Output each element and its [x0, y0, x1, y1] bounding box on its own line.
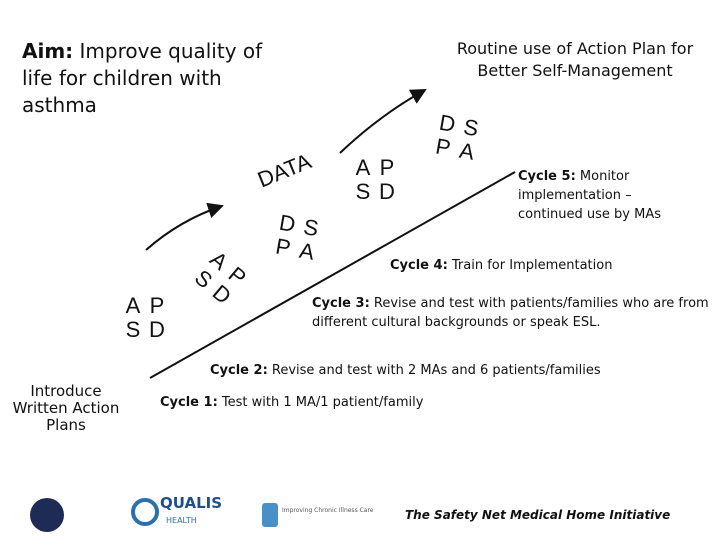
cycle: Cycle 4: Train for Implementation [390, 256, 612, 275]
logo-text: Improving Chronic Illness Care [282, 507, 374, 514]
logo [30, 498, 64, 532]
logo-text: HEALTH [166, 516, 197, 525]
logo [262, 503, 278, 527]
pdsa-letter: S [126, 317, 141, 342]
cycle-text: Test with 1 MA/1 patient/family [221, 395, 424, 410]
cycle-label: Cycle 2: [210, 363, 268, 378]
pdsa-letter: S [356, 179, 371, 204]
pdsa-letter: P [434, 133, 453, 160]
cycle: Cycle 1: Test with 1 MA/1 patient/family [160, 393, 423, 412]
logo [131, 498, 159, 526]
pdsa-letter: D [277, 210, 297, 237]
goal: Routine use of Action Plan for Better Se… [456, 39, 694, 80]
arrow [339, 89, 427, 154]
cycle-text: Monitor implementation – continued use b… [518, 169, 662, 222]
pdsa-letter: P [150, 293, 165, 318]
aim-label: Aim: [22, 39, 74, 63]
cycle-text: Train for Implementation [451, 258, 613, 273]
pdsa-letter: D [149, 317, 165, 342]
pdsa-letter: P [380, 155, 395, 180]
data-label: DATA [254, 148, 315, 192]
pdsa-letter: A [457, 138, 476, 165]
cycle: Cycle 5: Monitor implementation – contin… [518, 167, 693, 224]
aim: Aim: Improve quality of life for childre… [22, 38, 272, 119]
cycle-text: Revise and test with 2 MAs and 6 patient… [271, 363, 601, 378]
cycle-text: Revise and test with patients/families w… [312, 296, 709, 330]
cycle-label: Cycle 4: [390, 258, 448, 273]
pdsa-letter: D [437, 110, 457, 137]
cycle-label: Cycle 3: [312, 296, 370, 311]
cycle: Cycle 2: Revise and test with 2 MAs and … [210, 361, 601, 380]
ramp-line [149, 171, 516, 379]
pdsa-letter: S [462, 114, 481, 141]
pdsa-wheel: D SP A [434, 110, 481, 165]
arrow [145, 202, 224, 251]
pdsa-letter: A [126, 293, 141, 318]
cycle: Cycle 3: Revise and test with patients/f… [312, 294, 717, 332]
pdsa-letter: D [379, 179, 395, 204]
start: Introduce Written Action Plans [12, 382, 120, 434]
pdsa-letter: A [356, 155, 371, 180]
footer-initiative: The Safety Net Medical Home Initiative [405, 508, 671, 522]
pdsa-letter: P [274, 233, 293, 260]
logo-text: QUALIS [160, 494, 222, 512]
aim-text: Improve quality of life for children wit… [22, 39, 263, 117]
cycle-label: Cycle 1: [160, 395, 218, 410]
cycle-label: Cycle 5: [518, 169, 576, 184]
pdsa-wheel: D SP A [274, 210, 321, 265]
pdsa-letter: S [302, 214, 321, 241]
pdsa-letter: A [297, 238, 316, 265]
